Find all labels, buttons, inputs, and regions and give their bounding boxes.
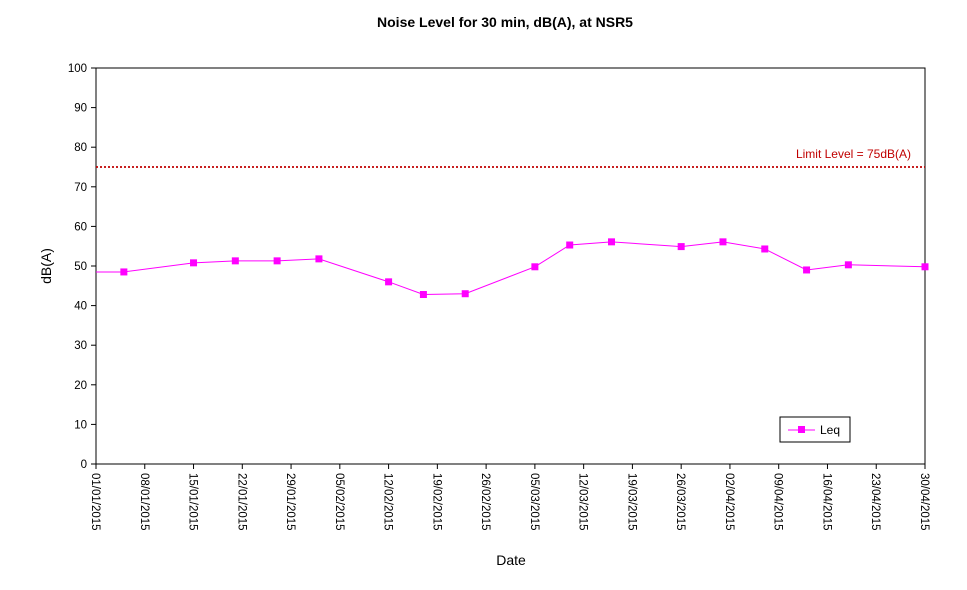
x-tick-label: 29/01/2015: [284, 473, 296, 531]
y-tick-label: 50: [74, 261, 87, 273]
x-tick-label: 19/03/2015: [625, 473, 637, 531]
y-tick-label: 10: [74, 419, 87, 431]
data-point: [921, 263, 929, 271]
x-tick-label: 08/01/2015: [138, 473, 150, 531]
data-point: [761, 245, 769, 253]
data-point: [231, 257, 239, 265]
x-axis-label: Date: [496, 552, 526, 568]
data-point: [461, 290, 469, 298]
x-tick-label: 12/02/2015: [382, 473, 394, 531]
data-point: [385, 278, 393, 286]
x-tick-label: 22/01/2015: [235, 473, 247, 531]
y-tick-label: 40: [74, 301, 87, 313]
x-tick-label: 26/02/2015: [479, 473, 491, 531]
y-tick-label: 90: [74, 103, 87, 115]
x-tick-label: 19/02/2015: [430, 473, 442, 531]
limit-level-label: Limit Level = 75dB(A): [796, 147, 911, 161]
legend: Leq: [779, 416, 851, 443]
x-tick-label: 23/04/2015: [869, 473, 881, 531]
chart-title: Noise Level for 30 min, dB(A), at NSR5: [377, 14, 633, 30]
data-point: [315, 255, 323, 263]
y-axis: 0 10 20 30 40 50 60 70 80 90 100: [68, 63, 96, 471]
x-tick-label: 01/01/2015: [89, 473, 101, 531]
data-point: [273, 257, 281, 265]
y-tick-label: 70: [74, 182, 87, 194]
legend-marker-leq: [798, 426, 805, 433]
data-point: [120, 268, 128, 276]
data-point: [803, 266, 811, 274]
series-leq: [96, 238, 929, 299]
data-point: [419, 291, 427, 299]
y-tick-label: 30: [74, 340, 87, 352]
x-tick-label: 05/02/2015: [333, 473, 345, 531]
x-tick-label: 12/03/2015: [577, 473, 589, 531]
y-tick-label: 0: [81, 459, 87, 471]
x-axis: 01/01/2015 08/01/2015 15/01/2015 22/01/2015…: [89, 464, 930, 531]
data-point: [844, 261, 852, 269]
data-point: [719, 238, 727, 246]
data-point: [190, 259, 198, 267]
y-tick-label: 60: [74, 221, 87, 233]
data-point: [566, 241, 574, 249]
y-tick-label: 100: [68, 63, 87, 75]
data-point: [531, 263, 539, 271]
x-tick-label: 05/03/2015: [528, 473, 540, 531]
legend-label-leq: Leq: [820, 423, 840, 437]
x-tick-label: 15/01/2015: [187, 473, 199, 531]
data-point: [608, 238, 616, 246]
x-tick-label: 30/04/2015: [918, 473, 930, 531]
plot-area: [95, 67, 926, 465]
x-tick-label: 16/04/2015: [820, 473, 832, 531]
x-tick-label: 26/03/2015: [674, 473, 686, 531]
data-point: [677, 243, 685, 251]
x-tick-label: 02/04/2015: [723, 473, 735, 531]
y-tick-label: 20: [74, 380, 87, 392]
x-tick-label: 09/04/2015: [772, 473, 784, 531]
y-axis-label: dB(A): [38, 248, 54, 284]
series-line-leq: [96, 241, 926, 296]
y-tick-label: 80: [74, 142, 87, 154]
